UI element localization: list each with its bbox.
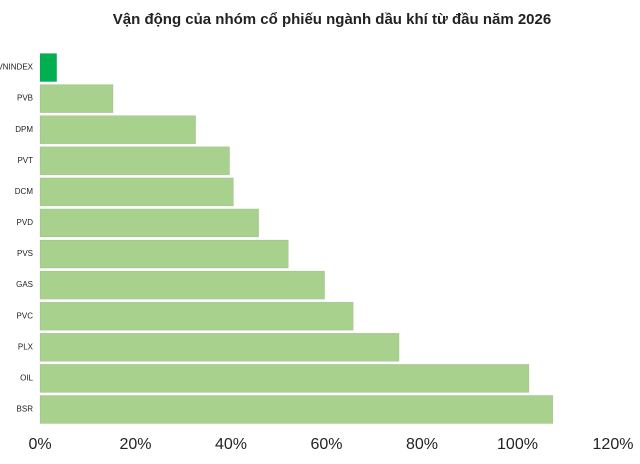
bar: [39, 115, 196, 145]
x-tick-label: 40%: [215, 436, 247, 453]
y-tick-label: PVS: [17, 249, 33, 258]
x-tick-label: 80%: [406, 436, 438, 453]
y-tick-label: PVB: [17, 94, 33, 103]
bar: [39, 332, 400, 362]
y-tick-label: PVC: [17, 311, 34, 320]
bar: [39, 301, 354, 331]
x-tick-label: 120%: [593, 436, 634, 453]
y-tick-label: OIL: [20, 373, 33, 382]
bar: [39, 146, 230, 176]
bar: [39, 177, 234, 207]
x-tick-label: 0%: [28, 436, 51, 453]
bar: [39, 239, 289, 269]
y-tick-label: PVT: [17, 156, 33, 165]
y-tick-label: PLX: [18, 342, 34, 351]
y-tick-label: VNINDEX: [0, 63, 34, 72]
x-tick-label: 60%: [310, 436, 342, 453]
bar: [39, 208, 259, 238]
y-tick-label: BSR: [17, 405, 34, 414]
y-tick-label: GAS: [16, 280, 33, 289]
bar: [39, 364, 530, 393]
y-tick-label: DPM: [15, 125, 33, 134]
bar: [39, 84, 114, 113]
y-tick-label: PVD: [17, 218, 34, 227]
x-tick-label: 100%: [497, 436, 538, 453]
bar: [39, 270, 325, 300]
y-tick-label: DCM: [15, 187, 34, 196]
chart-title: Vận động của nhóm cổ phiếu ngành dầu khí…: [113, 11, 551, 28]
x-tick-label: 20%: [119, 436, 151, 453]
bar: [39, 53, 58, 82]
bar: [39, 395, 554, 424]
